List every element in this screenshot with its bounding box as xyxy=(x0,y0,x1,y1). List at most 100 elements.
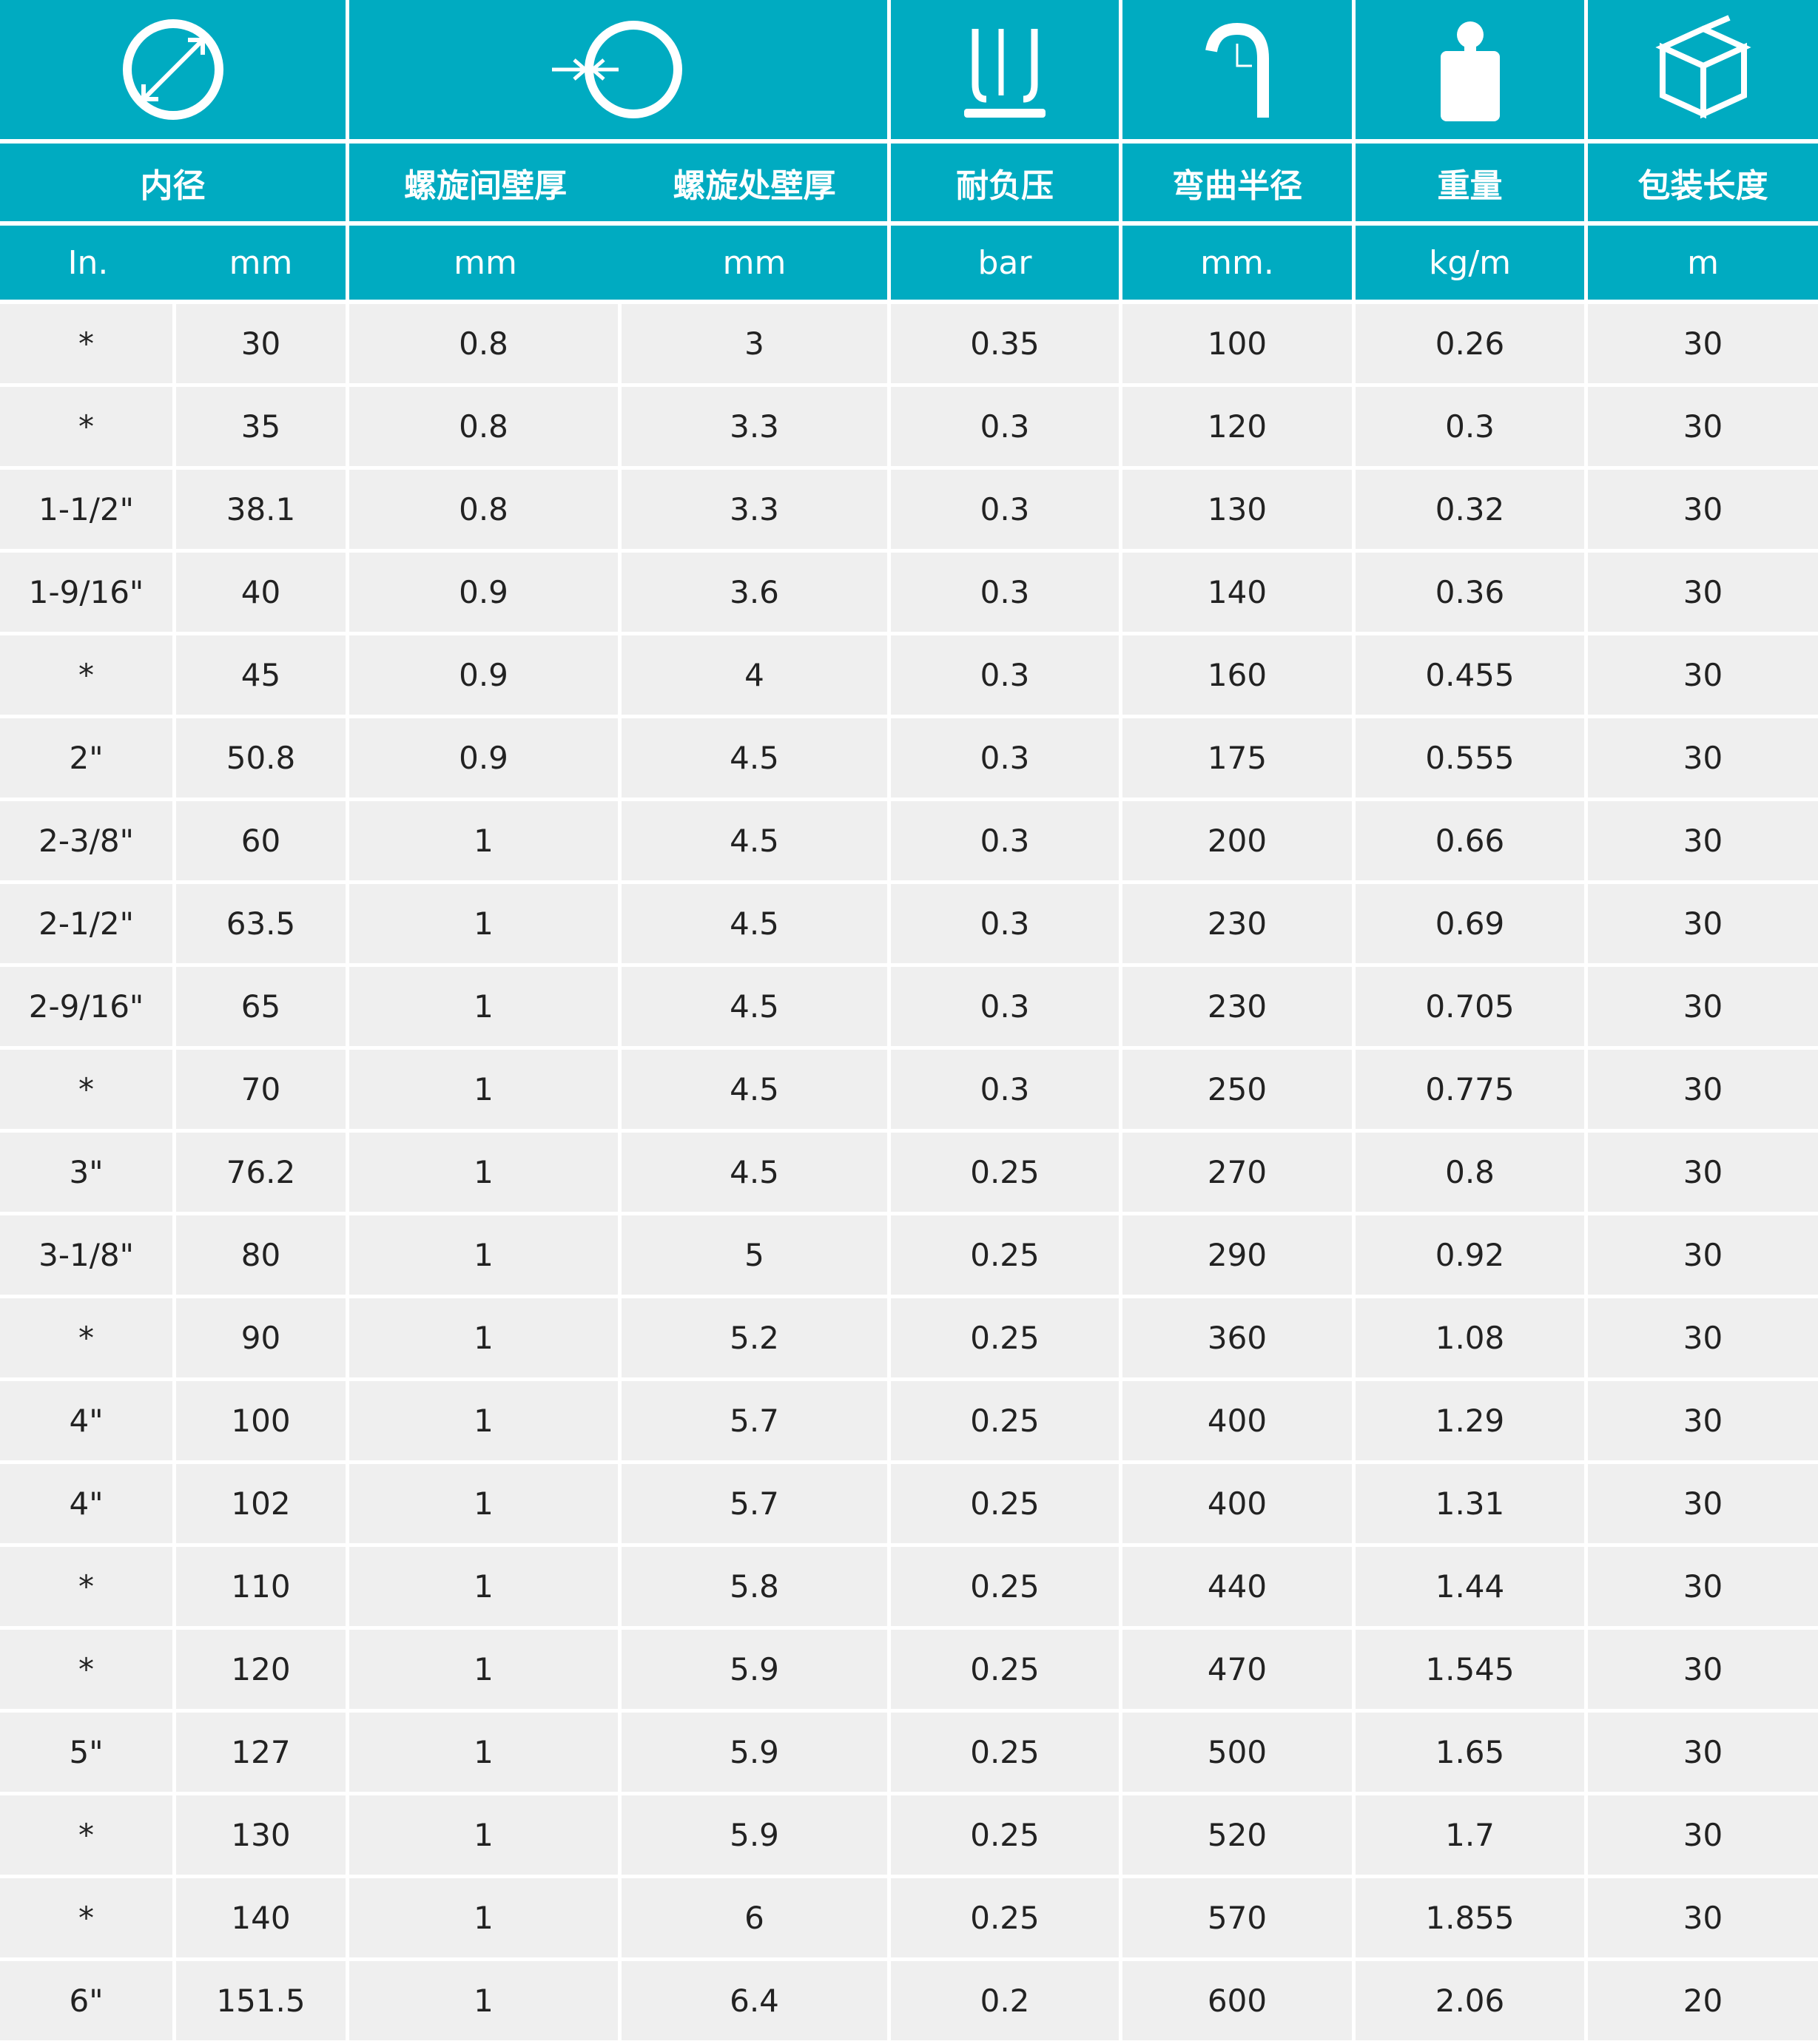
header-weight: 重量 xyxy=(1356,144,1588,226)
table-row: 3-1/8" 80 1 5 0.25 290 0.92 30 xyxy=(0,1215,1818,1298)
wall-thickness-icon xyxy=(349,0,891,144)
cell-length: 30 xyxy=(1588,1630,1818,1713)
table-row: 1-9/16" 40 0.9 3.6 0.3 140 0.36 30 xyxy=(0,553,1818,635)
cell-length: 30 xyxy=(1588,553,1818,635)
cell-inch: 5" xyxy=(0,1713,176,1795)
cell-wall-at: 3.3 xyxy=(622,470,891,553)
cell-wall-at: 4 xyxy=(622,635,891,718)
cell-pressure: 0.2 xyxy=(891,1961,1122,2044)
table-row: * 110 1 5.8 0.25 440 1.44 30 xyxy=(0,1547,1818,1630)
cell-weight: 0.26 xyxy=(1356,304,1588,387)
cell-wall-between: 1 xyxy=(349,884,622,967)
cell-wall-at: 6.4 xyxy=(622,1961,891,2044)
cell-length: 30 xyxy=(1588,1133,1818,1215)
cell-bend-radius: 120 xyxy=(1122,387,1356,470)
cell-inch: * xyxy=(0,1050,176,1133)
cell-wall-at: 5 xyxy=(622,1215,891,1298)
cell-pressure: 0.25 xyxy=(891,1630,1122,1713)
unit-mm: mm xyxy=(349,226,622,304)
cell-wall-at: 3 xyxy=(622,304,891,387)
cell-wall-at: 4.5 xyxy=(622,1133,891,1215)
cell-wall-at: 5.9 xyxy=(622,1713,891,1795)
cell-weight: 1.08 xyxy=(1356,1298,1588,1381)
cell-bend-radius: 440 xyxy=(1122,1547,1356,1630)
cell-inch: 2-1/2" xyxy=(0,884,176,967)
cell-length: 30 xyxy=(1588,884,1818,967)
cell-mm: 90 xyxy=(176,1298,349,1381)
cell-wall-between: 1 xyxy=(349,1133,622,1215)
cell-bend-radius: 290 xyxy=(1122,1215,1356,1298)
cell-inch: 4" xyxy=(0,1381,176,1464)
cell-mm: 100 xyxy=(176,1381,349,1464)
cell-pressure: 0.3 xyxy=(891,635,1122,718)
cell-length: 30 xyxy=(1588,387,1818,470)
table-row: 2-1/2" 63.5 1 4.5 0.3 230 0.69 30 xyxy=(0,884,1818,967)
diameter-icon xyxy=(0,0,349,144)
cell-wall-between: 0.8 xyxy=(349,470,622,553)
cell-mm: 120 xyxy=(176,1630,349,1713)
header-pressure: 耐负压 xyxy=(891,144,1122,226)
cell-wall-at: 5.7 xyxy=(622,1464,891,1547)
cell-length: 30 xyxy=(1588,1795,1818,1878)
cell-wall-at: 5.9 xyxy=(622,1795,891,1878)
cell-mm: 30 xyxy=(176,304,349,387)
cell-pressure: 0.25 xyxy=(891,1215,1122,1298)
cell-inch: 1-9/16" xyxy=(0,553,176,635)
cell-mm: 35 xyxy=(176,387,349,470)
cell-length: 30 xyxy=(1588,1878,1818,1961)
cell-inch: * xyxy=(0,304,176,387)
cell-pressure: 0.3 xyxy=(891,553,1122,635)
cell-inch: * xyxy=(0,387,176,470)
cell-bend-radius: 270 xyxy=(1122,1133,1356,1215)
cell-mm: 80 xyxy=(176,1215,349,1298)
cell-wall-at: 5.2 xyxy=(622,1298,891,1381)
cell-weight: 1.7 xyxy=(1356,1795,1588,1878)
table-row: * 130 1 5.9 0.25 520 1.7 30 xyxy=(0,1795,1818,1878)
table-row: * 70 1 4.5 0.3 250 0.775 30 xyxy=(0,1050,1818,1133)
cell-length: 30 xyxy=(1588,1298,1818,1381)
cell-weight: 0.8 xyxy=(1356,1133,1588,1215)
cell-length: 30 xyxy=(1588,1381,1818,1464)
cell-weight: 0.69 xyxy=(1356,884,1588,967)
unit-kg-per-m: kg/m xyxy=(1356,226,1588,304)
cell-mm: 102 xyxy=(176,1464,349,1547)
cell-wall-at: 5.7 xyxy=(622,1381,891,1464)
cell-pressure: 0.3 xyxy=(891,718,1122,801)
cell-wall-between: 1 xyxy=(349,1713,622,1795)
cell-mm: 127 xyxy=(176,1713,349,1795)
cell-wall-between: 1 xyxy=(349,1878,622,1961)
cell-wall-between: 0.9 xyxy=(349,635,622,718)
cell-wall-between: 0.8 xyxy=(349,387,622,470)
cell-bend-radius: 160 xyxy=(1122,635,1356,718)
cell-inch: 3-1/8" xyxy=(0,1215,176,1298)
cell-mm: 60 xyxy=(176,801,349,884)
cell-mm: 70 xyxy=(176,1050,349,1133)
cell-length: 30 xyxy=(1588,1464,1818,1547)
cell-weight: 1.545 xyxy=(1356,1630,1588,1713)
unit-inch: In. xyxy=(0,226,176,304)
cell-mm: 110 xyxy=(176,1547,349,1630)
cell-weight: 1.31 xyxy=(1356,1464,1588,1547)
cell-pressure: 0.35 xyxy=(891,304,1122,387)
cell-pressure: 0.3 xyxy=(891,801,1122,884)
cell-weight: 1.29 xyxy=(1356,1381,1588,1464)
cell-bend-radius: 600 xyxy=(1122,1961,1356,2044)
cell-length: 30 xyxy=(1588,967,1818,1050)
cell-wall-at: 3.3 xyxy=(622,387,891,470)
table-row: 2-9/16" 65 1 4.5 0.3 230 0.705 30 xyxy=(0,967,1818,1050)
cell-inch: * xyxy=(0,1795,176,1878)
cell-wall-at: 4.5 xyxy=(622,718,891,801)
cell-pressure: 0.25 xyxy=(891,1133,1122,1215)
table-row: 2-3/8" 60 1 4.5 0.3 200 0.66 30 xyxy=(0,801,1818,884)
cell-weight: 1.44 xyxy=(1356,1547,1588,1630)
cell-bend-radius: 100 xyxy=(1122,304,1356,387)
unit-bar: bar xyxy=(891,226,1122,304)
cell-wall-between: 1 xyxy=(349,1215,622,1298)
cell-bend-radius: 470 xyxy=(1122,1630,1356,1713)
cell-length: 30 xyxy=(1588,1713,1818,1795)
cell-pressure: 0.3 xyxy=(891,1050,1122,1133)
table-row: * 30 0.8 3 0.35 100 0.26 30 xyxy=(0,304,1818,387)
cell-wall-between: 0.8 xyxy=(349,304,622,387)
cell-length: 30 xyxy=(1588,1215,1818,1298)
table-row: * 140 1 6 0.25 570 1.855 30 xyxy=(0,1878,1818,1961)
